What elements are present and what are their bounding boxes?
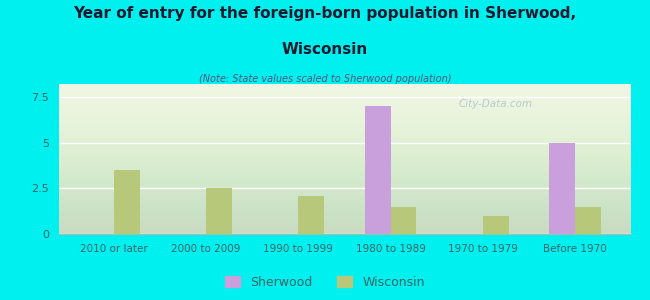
Bar [483, 216, 509, 234]
Text: (Note: State values scaled to Sherwood population): (Note: State values scaled to Sherwood p… [199, 74, 451, 83]
Bar [549, 142, 575, 234]
Text: City-Data.com: City-Data.com [459, 99, 533, 109]
Bar [391, 207, 417, 234]
Text: Year of entry for the foreign-born population in Sherwood,: Year of entry for the foreign-born popul… [73, 6, 577, 21]
Bar [206, 188, 232, 234]
Bar [114, 170, 140, 234]
Legend: Sherwood, Wisconsin: Sherwood, Wisconsin [220, 271, 430, 294]
Bar [575, 207, 601, 234]
Bar [298, 196, 324, 234]
Bar [365, 106, 391, 234]
Text: Wisconsin: Wisconsin [282, 42, 368, 57]
